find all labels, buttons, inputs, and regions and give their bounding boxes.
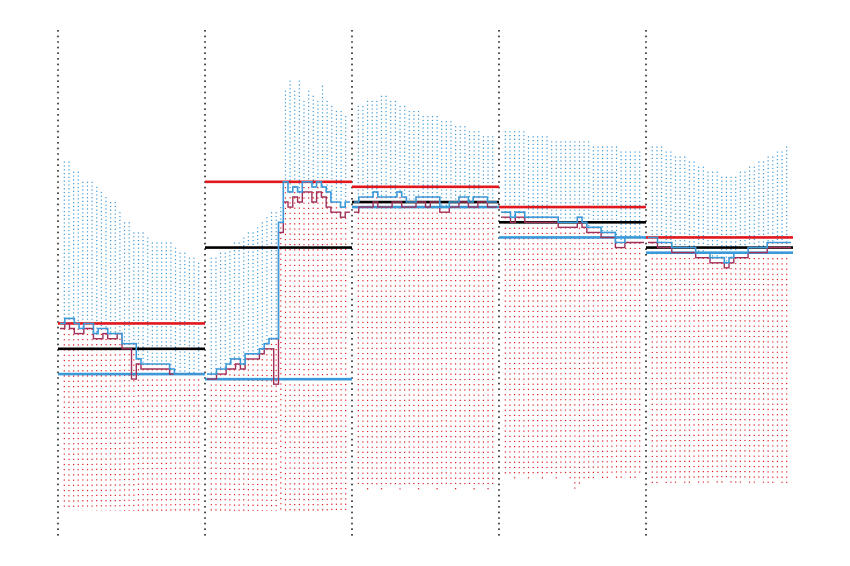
blue-series-line bbox=[354, 191, 497, 208]
blue-series-line bbox=[60, 317, 203, 375]
red-range-bands bbox=[63, 181, 788, 511]
blue-range-bands bbox=[63, 80, 788, 375]
blue-series-line bbox=[207, 181, 350, 375]
purple-series-line bbox=[354, 201, 497, 213]
segment-separators bbox=[57, 30, 647, 536]
purple-series-line bbox=[60, 322, 203, 380]
purple-series-line bbox=[648, 241, 791, 269]
blue-series-line bbox=[501, 211, 644, 244]
series-lines bbox=[60, 181, 791, 385]
blue-series-line bbox=[648, 236, 791, 264]
level-lines bbox=[58, 180, 793, 381]
purple-series-line bbox=[501, 216, 644, 249]
